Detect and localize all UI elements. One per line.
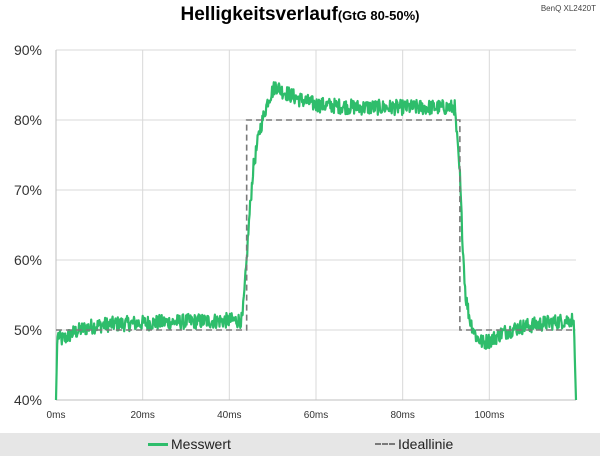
x-tick-label: 100ms [474,410,504,421]
chart-title-main: Helligkeitsverlauf [180,4,338,25]
y-tick-label: 90% [14,42,42,58]
y-tick-label: 40% [14,392,42,408]
y-tick-label: 60% [14,252,42,268]
x-tick-label: 0ms [47,410,66,421]
x-tick-label: 60ms [304,410,328,421]
model-label: BenQ XL2420T [540,4,596,13]
x-tick-label: 20ms [130,410,154,421]
legend: Messwert Ideallinie [0,433,600,456]
legend-swatch-ideallinie [375,443,395,445]
chart-title: Helligkeitsverlauf(GtG 80-50%) [0,4,600,26]
chart-area: 40% 50% 60% 70% 80% 90% 0ms 20ms 40ms 60ms 80ms 100… [14,42,578,421]
y-tick-label: 70% [14,182,42,198]
y-tick-label: 50% [14,322,42,338]
series-messwert-line [54,81,578,401]
legend-label-messwert: Messwert [171,436,231,452]
x-tick-label: 80ms [390,410,414,421]
legend-swatch-messwert [148,442,168,446]
series-ideallinie-line [56,119,576,331]
y-tick-label: 80% [14,112,42,128]
x-tick-label: 40ms [217,410,241,421]
legend-item-messwert: Messwert [148,436,231,452]
legend-label-ideallinie: Ideallinie [398,436,454,452]
legend-item-ideallinie: Ideallinie [375,436,453,452]
chart-title-sub: (GtG 80-50%) [337,8,420,23]
